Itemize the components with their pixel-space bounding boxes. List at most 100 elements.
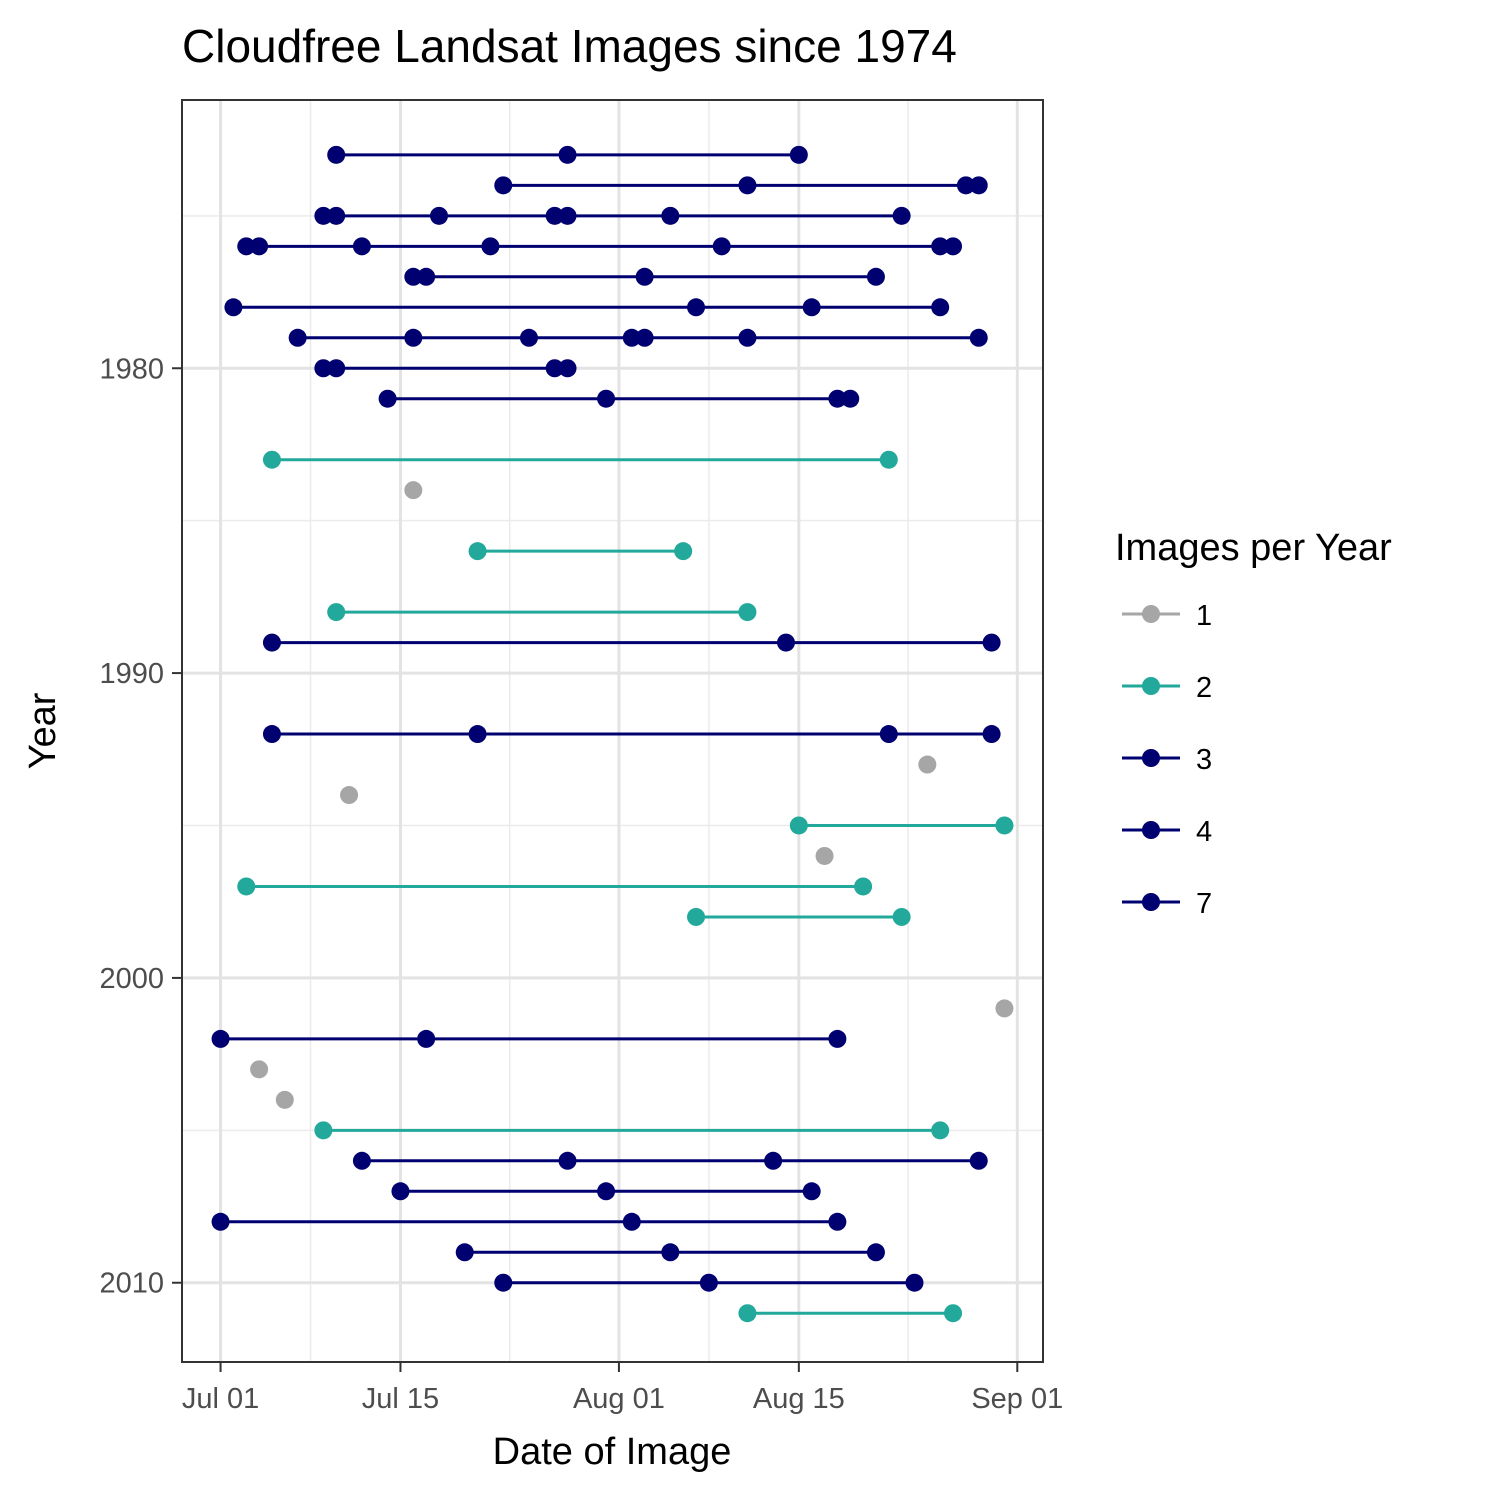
series-2007 [391, 1182, 821, 1201]
data-point [944, 237, 963, 256]
data-point [352, 1151, 371, 1170]
series-2001 [995, 999, 1014, 1018]
legend-label: 4 [1196, 816, 1212, 848]
series-2008 [211, 1212, 847, 1231]
data-point [866, 1243, 885, 1262]
legend-entry-7: 7 [1122, 888, 1212, 920]
data-point [789, 816, 808, 835]
data-point [224, 298, 243, 317]
data-point [995, 999, 1014, 1018]
data-point [545, 206, 564, 225]
data-point [622, 1212, 641, 1231]
data-point [995, 816, 1014, 835]
data-point [327, 145, 346, 164]
data-marks [211, 145, 1014, 1323]
data-point [944, 1304, 963, 1323]
data-point [699, 1273, 718, 1292]
y-axis: 1980 1990 2000 2010 [99, 353, 182, 1300]
data-point [519, 328, 538, 347]
series-2004 [275, 1090, 294, 1109]
series-1986 [468, 542, 693, 561]
data-point [828, 1212, 847, 1231]
data-point [211, 1029, 230, 1048]
data-point [404, 328, 423, 347]
series-1983 [262, 450, 898, 469]
series-1980 [314, 359, 577, 378]
legend-entry-3: 3 [1122, 744, 1212, 776]
data-point [250, 1060, 269, 1079]
data-point [404, 481, 423, 500]
legend-entry-1: 1 [1122, 600, 1212, 632]
y-tick-label: 1980 [99, 353, 164, 385]
data-point [802, 1182, 821, 1201]
plot-panel-border [181, 99, 1044, 1363]
data-point [661, 206, 680, 225]
data-point [558, 145, 577, 164]
data-point [982, 725, 1001, 744]
legend-key-point [1142, 893, 1160, 911]
data-point [635, 328, 654, 347]
legend-label: 3 [1196, 744, 1212, 776]
series-1981 [378, 389, 860, 408]
data-point [969, 328, 988, 347]
data-point [815, 846, 834, 865]
data-point [545, 359, 564, 378]
data-point [404, 267, 423, 286]
series-1978 [224, 298, 950, 317]
data-point [597, 1182, 616, 1201]
data-point [866, 267, 885, 286]
legend-key-point [1142, 605, 1160, 623]
data-point [314, 1121, 333, 1140]
data-point [674, 542, 693, 561]
data-point [417, 1029, 436, 1048]
legend-entry-2: 2 [1122, 672, 1212, 704]
legend-key-point [1142, 749, 1160, 767]
x-tick-label: Jul 15 [362, 1383, 439, 1415]
data-point [776, 633, 795, 652]
data-point [828, 389, 847, 408]
data-point [738, 603, 757, 622]
data-point [661, 1243, 680, 1262]
series-2010 [494, 1273, 924, 1292]
data-point [687, 298, 706, 317]
legend-title: Images per Year [1115, 527, 1392, 569]
data-point [468, 725, 487, 744]
data-point [262, 725, 281, 744]
x-axis-title: Date of Image [493, 1431, 732, 1473]
data-point [635, 267, 654, 286]
x-tick-label: Aug 15 [753, 1383, 845, 1415]
data-point [262, 450, 281, 469]
data-point [378, 389, 397, 408]
x-tick-label: Sep 01 [971, 1383, 1063, 1415]
data-point [828, 1029, 847, 1048]
legend-entry-4: 4 [1122, 816, 1212, 848]
data-point [211, 1212, 230, 1231]
data-point [314, 206, 333, 225]
series-1996 [815, 846, 834, 865]
data-point [622, 328, 641, 347]
data-point [879, 450, 898, 469]
series-1977 [404, 267, 885, 286]
series-1995 [789, 816, 1014, 835]
data-point [892, 206, 911, 225]
data-point [558, 1151, 577, 1170]
data-point [327, 603, 346, 622]
data-point [237, 877, 256, 896]
data-point [288, 328, 307, 347]
x-tick-label: Jul 01 [182, 1383, 259, 1415]
series-1997 [237, 877, 873, 896]
data-point [455, 1243, 474, 1262]
series-2002 [211, 1029, 847, 1048]
series-2009 [455, 1243, 885, 1262]
data-point [327, 206, 346, 225]
data-point [918, 755, 937, 774]
x-axis: Jul 01 Jul 15 Aug 01 Aug 15 Sep 01 [182, 1362, 1063, 1415]
data-point [558, 359, 577, 378]
y-tick-label: 2010 [99, 1268, 164, 1300]
series-2006 [352, 1151, 988, 1170]
legend-key-point [1142, 677, 1160, 695]
data-point [969, 1151, 988, 1170]
data-point [250, 237, 269, 256]
x-tick-label: Aug 01 [573, 1383, 665, 1415]
